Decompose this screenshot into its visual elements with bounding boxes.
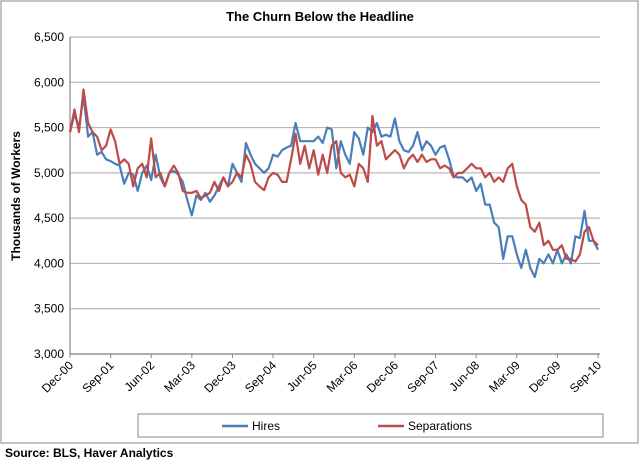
chart-border: [0, 0, 639, 444]
legend-label-separations: Separations: [408, 419, 472, 433]
y-tick-label: 3,000: [34, 347, 64, 361]
y-tick-label: 5,500: [34, 121, 64, 135]
y-tick-label: 5,000: [34, 166, 64, 180]
legend-label-hires: Hires: [252, 419, 280, 433]
source-note: Source: BLS, Haver Analytics: [5, 446, 174, 460]
y-axis-label: Thousands of Workers: [9, 131, 23, 261]
y-tick-label: 3,500: [34, 302, 64, 316]
y-tick-label: 6,000: [34, 75, 64, 89]
series-line-hires: [68, 94, 599, 279]
y-tick-label: 4,000: [34, 256, 64, 270]
chart-title: The Churn Below the Headline: [226, 9, 414, 24]
series-line-separations: [68, 88, 599, 263]
legend-box: [137, 413, 604, 438]
y-tick-label: 6,500: [34, 30, 64, 44]
y-tick-label: 4,500: [34, 211, 64, 225]
legend: Hires Separations: [137, 413, 604, 438]
